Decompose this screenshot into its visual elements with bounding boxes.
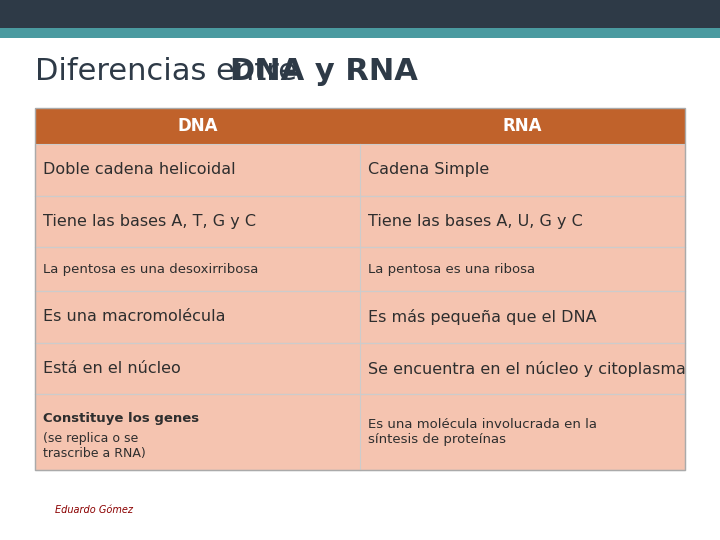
Text: Es más pequeña que el DNA: Es más pequeña que el DNA: [368, 309, 597, 325]
Bar: [35, 247, 685, 291]
Bar: [35, 108, 685, 470]
Text: Es una molécula involucrada en la
síntesis de proteínas: Es una molécula involucrada en la síntes…: [368, 418, 597, 446]
Bar: [35, 108, 685, 144]
Bar: [35, 394, 685, 470]
Bar: [35, 144, 685, 195]
Text: Es una macromolécula: Es una macromolécula: [43, 309, 225, 325]
Text: Doble cadena helicoidal: Doble cadena helicoidal: [43, 163, 235, 177]
Bar: [0, 38, 720, 100]
Text: Cadena Simple: Cadena Simple: [368, 163, 490, 177]
Text: Diferencias entre: Diferencias entre: [35, 57, 307, 86]
Text: La pentosa es una desoxirribosa: La pentosa es una desoxirribosa: [43, 263, 258, 276]
Text: DNA y RNA: DNA y RNA: [230, 57, 418, 86]
Text: Tiene las bases A, U, G y C: Tiene las bases A, U, G y C: [368, 214, 582, 229]
Text: La pentosa es una ribosa: La pentosa es una ribosa: [368, 263, 535, 276]
Bar: [35, 291, 685, 343]
Bar: [35, 195, 685, 247]
Bar: [0, 0, 720, 28]
Text: RNA: RNA: [503, 117, 542, 135]
Bar: [360, 38, 720, 44]
Text: Tiene las bases A, T, G y C: Tiene las bases A, T, G y C: [43, 214, 256, 229]
Text: Se encuentra en el núcleo y citoplasma: Se encuentra en el núcleo y citoplasma: [368, 361, 686, 376]
Text: Constituye los genes: Constituye los genes: [43, 412, 199, 425]
Bar: [360, 46, 720, 50]
Text: Eduardo Gómez: Eduardo Gómez: [55, 505, 133, 515]
Bar: [0, 28, 720, 38]
Text: (se replica o se
trascribe a RNA): (se replica o se trascribe a RNA): [43, 432, 145, 460]
Text: Está en el núcleo: Está en el núcleo: [43, 361, 181, 376]
Text: DNA: DNA: [177, 117, 217, 135]
Bar: [35, 343, 685, 394]
